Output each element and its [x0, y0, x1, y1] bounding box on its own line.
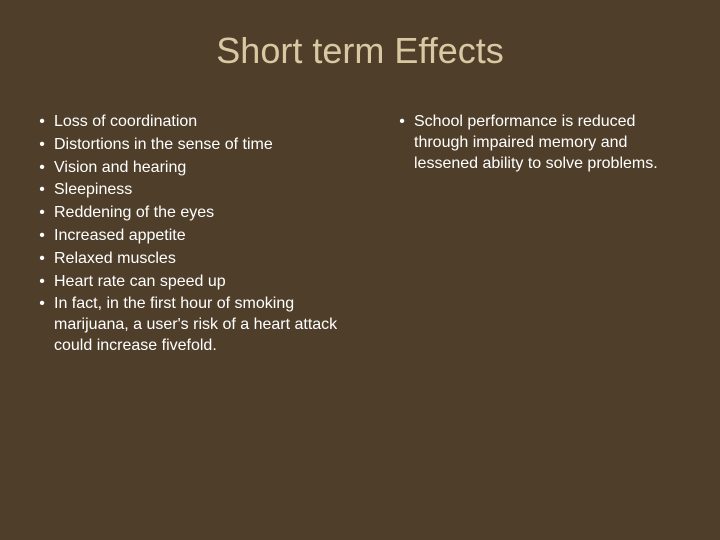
left-column: •Loss of coordination •Distortions in th…	[30, 112, 370, 359]
bullet-icon: •	[30, 226, 54, 247]
bullet-icon: •	[30, 203, 54, 224]
item-text: In fact, in the first hour of smoking ma…	[54, 294, 370, 356]
right-column: •School performance is reduced through i…	[390, 112, 690, 359]
item-text: Sleepiness	[54, 180, 370, 201]
bullet-icon: •	[390, 112, 414, 174]
right-list: •School performance is reduced through i…	[390, 112, 690, 174]
item-text: Increased appetite	[54, 226, 370, 247]
left-list: •Loss of coordination •Distortions in th…	[30, 112, 370, 357]
list-item: •Sleepiness	[30, 180, 370, 201]
list-item: •Heart rate can speed up	[30, 272, 370, 293]
item-text: School performance is reduced through im…	[414, 112, 690, 174]
bullet-icon: •	[30, 158, 54, 179]
list-item: •Loss of coordination	[30, 112, 370, 133]
list-item: •School performance is reduced through i…	[390, 112, 690, 174]
item-text: Heart rate can speed up	[54, 272, 370, 293]
list-item: •In fact, in the first hour of smoking m…	[30, 294, 370, 356]
content-columns: •Loss of coordination •Distortions in th…	[30, 112, 690, 359]
list-item: •Distortions in the sense of time	[30, 135, 370, 156]
item-text: Loss of coordination	[54, 112, 370, 133]
item-text: Vision and hearing	[54, 158, 370, 179]
item-text: Relaxed muscles	[54, 249, 370, 270]
item-text: Distortions in the sense of time	[54, 135, 370, 156]
item-text: Reddening of the eyes	[54, 203, 370, 224]
bullet-icon: •	[30, 112, 54, 133]
bullet-icon: •	[30, 135, 54, 156]
bullet-icon: •	[30, 294, 54, 356]
bullet-icon: •	[30, 272, 54, 293]
bullet-icon: •	[30, 180, 54, 201]
list-item: • Increased appetite	[30, 226, 370, 247]
list-item: •Relaxed muscles	[30, 249, 370, 270]
list-item: •Vision and hearing	[30, 158, 370, 179]
bullet-icon: •	[30, 249, 54, 270]
slide-title: Short term Effects	[30, 30, 690, 72]
list-item: •Reddening of the eyes	[30, 203, 370, 224]
